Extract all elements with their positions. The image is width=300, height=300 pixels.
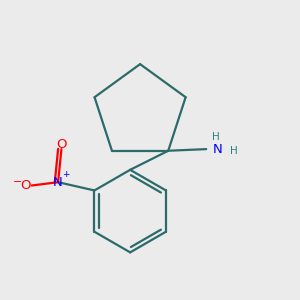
- Text: +: +: [61, 170, 69, 179]
- Text: O: O: [20, 179, 31, 192]
- Text: H: H: [230, 146, 238, 156]
- Text: −: −: [13, 177, 22, 187]
- Text: N: N: [53, 176, 63, 189]
- Text: H: H: [212, 132, 220, 142]
- Text: N: N: [213, 142, 223, 156]
- Text: O: O: [56, 138, 67, 152]
